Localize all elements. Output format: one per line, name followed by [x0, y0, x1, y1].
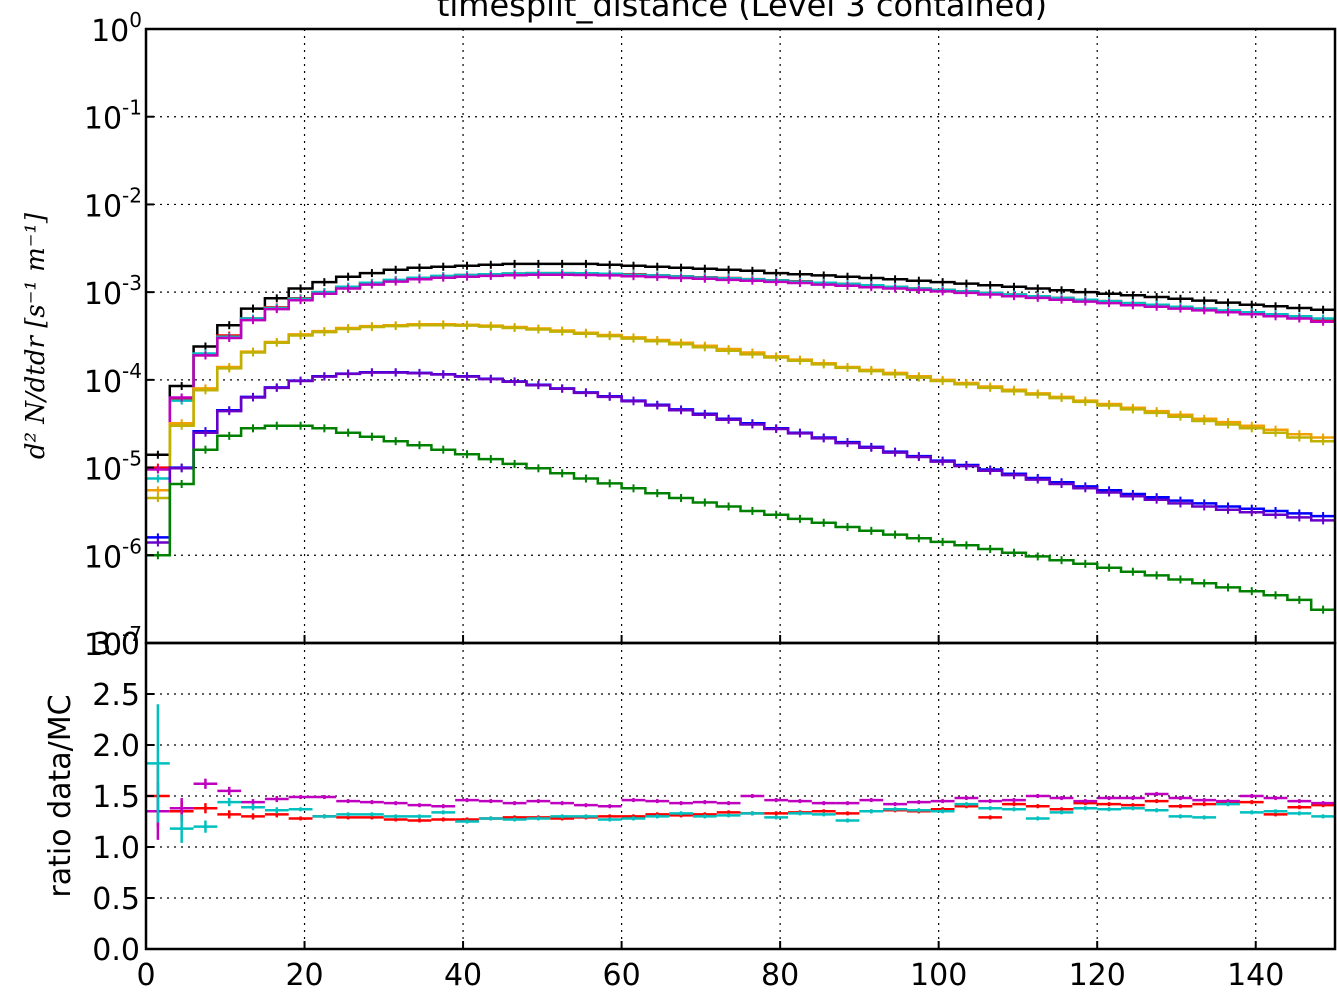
x-tick-label: 0 — [136, 958, 155, 993]
main-series-5 — [146, 321, 1335, 502]
ratio-y-tick-label: 1.0 — [92, 831, 140, 866]
x-tick-label: 100 — [910, 958, 967, 993]
x-tick-label: 60 — [603, 958, 641, 993]
main-series-line — [146, 273, 1335, 471]
main-series-line — [146, 262, 1335, 457]
x-tick-label: 140 — [1227, 958, 1284, 993]
ratio-y-axis-label: ratio data/MC — [43, 694, 78, 897]
main-y-axis-label: d² N/dtdr [s⁻¹ m⁻¹] — [21, 212, 51, 459]
main-series-0 — [146, 259, 1335, 459]
main-y-tick-label: 10-2 — [84, 183, 142, 224]
chart-title: timesplit_distance (Level 3 contained) — [437, 0, 1047, 24]
main-series-4 — [146, 320, 1335, 495]
main-y-tick-label: 100 — [91, 8, 142, 49]
ratio-y-tick-label: 2.0 — [92, 729, 140, 764]
main-plot-area — [146, 259, 1335, 614]
ratio-y-tick-label: 0.5 — [92, 882, 140, 917]
main-y-tick-label: 10-4 — [84, 359, 142, 400]
ratio-series-1 — [146, 778, 1335, 840]
main-y-tick-label: 10-1 — [84, 96, 142, 137]
main-series-6 — [146, 368, 1335, 542]
ratio-plot-area — [146, 704, 1335, 843]
ratio-y-tick-label: 3.0 — [92, 627, 140, 662]
main-y-tick-label: 10-7 — [84, 622, 142, 663]
main-series-line — [146, 424, 1335, 611]
x-tick-label: 40 — [444, 958, 482, 993]
x-axis: 0 20 40 60 80 100 120 140 — [136, 635, 1284, 993]
main-series-line — [146, 323, 1335, 500]
main-y-tick-label: 10-6 — [84, 534, 142, 575]
ratio-series-2 — [146, 704, 1335, 843]
main-series-line — [146, 371, 1335, 539]
main-y-tick-label: 10-5 — [84, 447, 142, 488]
ratio-y-tick-label: 2.5 — [92, 678, 140, 713]
main-y-axis: 100 10-1 10-2 10-3 10-4 10-5 10-6 10-7 — [84, 8, 154, 663]
x-tick-label: 20 — [285, 958, 323, 993]
main-y-tick-label: 10-3 — [84, 271, 142, 312]
x-tick-label: 80 — [761, 958, 799, 993]
ratio-y-tick-label: 0.0 — [92, 933, 140, 968]
ratio-y-axis: 0.0 0.5 1.0 1.5 2.0 2.5 3.0 — [92, 627, 154, 968]
main-series-3 — [146, 270, 1335, 474]
ratio-y-tick-label: 1.5 — [92, 780, 140, 815]
main-series-line — [146, 371, 1335, 544]
main-series-7 — [146, 368, 1335, 547]
x-tick-label: 120 — [1069, 958, 1126, 993]
main-series-8 — [146, 421, 1335, 614]
